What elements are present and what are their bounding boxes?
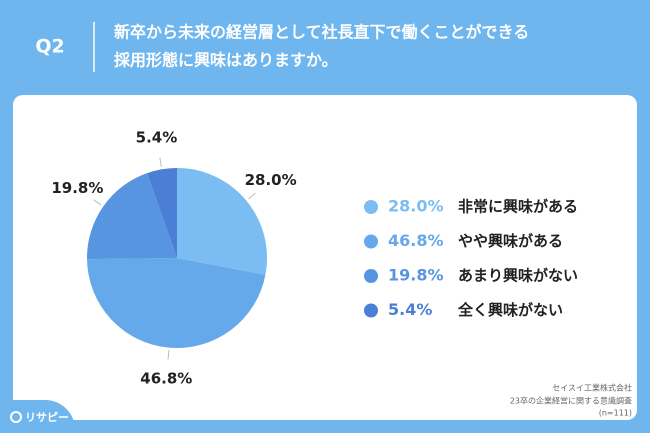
legend-value: 19.8% [388,266,444,285]
legend-value: 46.8% [388,231,444,250]
chart-title: 採用形態に興味はありますか。 [114,51,338,70]
leader-line [167,350,170,360]
logo-tab [0,399,76,433]
leader-line [159,157,162,167]
logo: リサピー [25,411,69,424]
legend-label: やや興味がある [458,232,563,250]
legend-marker [364,234,378,249]
legend-marker [364,303,378,318]
source: セイスイ工業株式会社 [552,383,632,393]
legend-value: 28.0% [388,197,444,216]
data-label: 46.8% [140,370,192,388]
legend-label: あまり興味がない [458,267,578,285]
leader-line [248,192,256,200]
data-label: 28.0% [245,171,297,189]
legend-value: 5.4% [388,300,432,319]
leader-line [93,199,102,206]
question-label: Q2 [35,36,64,58]
pie-slice [147,168,177,258]
legend-label: 非常に興味がある [458,198,578,216]
legend-label: 全く興味がない [457,301,563,319]
pie-slice [87,258,266,349]
data-label: 5.4% [136,129,178,147]
source: 23卒の企業経営に関する意識調査 [510,396,632,406]
chart-title: 新卒から未来の経営層として社長直下で働くことができる [114,23,529,42]
logo-icon [10,411,22,423]
legend-marker [364,200,378,214]
pie-slice [86,173,177,260]
data-label: 19.8% [51,179,103,197]
pie-slice [177,168,267,275]
legend-marker [364,269,378,283]
source: (n=111) [599,409,632,418]
